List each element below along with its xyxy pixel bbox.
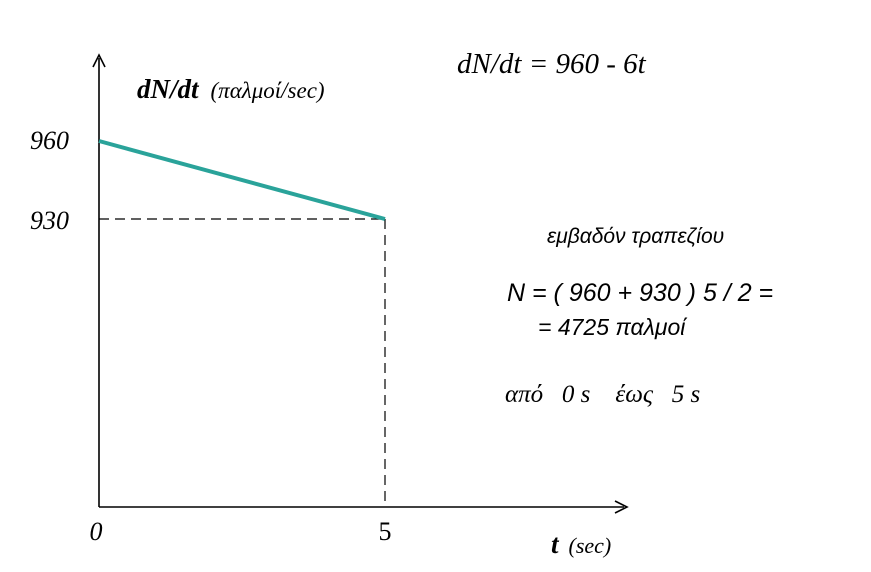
x-axis-arrow [614, 500, 629, 514]
calc-line-2: = 4725 παλμοί [538, 314, 688, 340]
range-text: από 0 s έως 5 s [505, 381, 700, 408]
equation-label: dN/dt = 960 - 6t [457, 48, 647, 80]
series-line [98, 139, 386, 221]
y-axis-arrow [92, 53, 106, 68]
y-tick-label: 930 [30, 206, 69, 235]
y-axis-label: dN/dt (παλμοί/sec) [137, 74, 325, 104]
x-tick-label: 0 [90, 517, 103, 546]
x-axis-label-unit: (sec) [569, 533, 612, 558]
x-axis-label: t (sec) [551, 529, 611, 559]
x-tick-label: 5 [379, 517, 392, 546]
y-axis-label-unit: (παλμοί/sec) [211, 78, 325, 103]
y-tick-label: 960 [30, 126, 69, 155]
area-title: εμβαδόν τραπεζίου [547, 225, 724, 248]
x-axis-label-main: t [551, 529, 560, 559]
calc-line-1: N = ( 960 + 930 ) 5 / 2 = [507, 279, 773, 307]
y-axis-label-main: dN/dt [137, 74, 200, 104]
